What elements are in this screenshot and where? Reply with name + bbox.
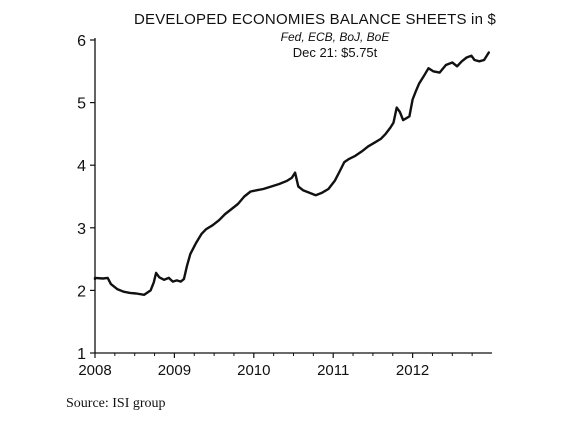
balance-sheet-series-line xyxy=(93,51,490,296)
y-tick-label: 2 xyxy=(77,283,86,300)
y-tick-label: 3 xyxy=(77,221,86,238)
source-note: Source: ISI group xyxy=(66,396,166,411)
chart-subtitle: Fed, ECB, BoJ, BoE xyxy=(280,30,390,44)
y-tick-label: 6 xyxy=(77,33,86,50)
chart-title: DEVELOPED ECONOMIES BALANCE SHEETS in $ xyxy=(133,11,497,28)
x-tick-label: 2009 xyxy=(158,362,191,379)
y-axis-ticks: 1 2 3 4 5 6 xyxy=(77,33,95,363)
x-tick-label: 2008 xyxy=(78,362,111,379)
x-axis-ticks: 2008 2009 2010 2011 2012 xyxy=(78,353,473,379)
x-tick-label: 2010 xyxy=(237,362,270,379)
y-tick-label: 4 xyxy=(77,158,86,175)
axes xyxy=(94,38,492,354)
y-tick-label: 5 xyxy=(77,96,86,113)
latest-value-annotation: Dec 21: $5.75t xyxy=(292,45,378,60)
x-tick-label: 2012 xyxy=(396,362,429,379)
x-tick-label: 2011 xyxy=(317,362,349,379)
y-tick-label: 1 xyxy=(77,346,86,363)
